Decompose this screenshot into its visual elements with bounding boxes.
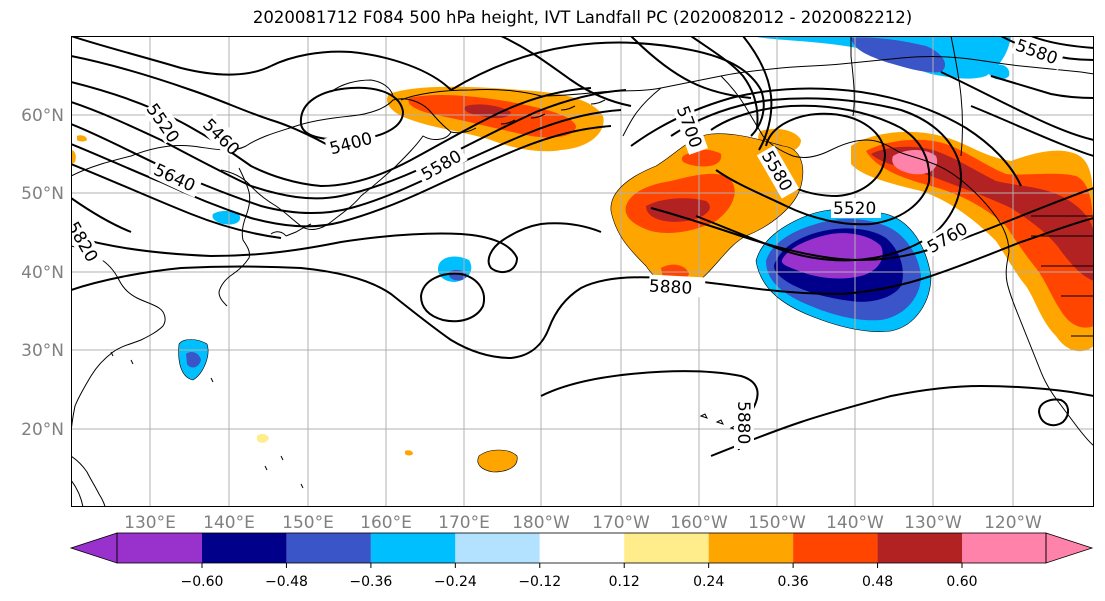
colorbar-tick-label: 0.36 (778, 574, 809, 590)
ivt-shading (71, 36, 1094, 472)
colorbar-segment (286, 533, 371, 563)
lon-label: 160°W (670, 513, 728, 532)
lon-label: 170°W (592, 513, 650, 532)
colorbar-segment (793, 533, 878, 563)
colorbar-tick-label: 0.60 (946, 574, 977, 590)
lat-label: 30°N (21, 341, 64, 361)
colorbar-segment (624, 533, 709, 563)
ivt-positive-region (646, 198, 710, 222)
colorbar-segment (202, 533, 287, 563)
colorbar-segment (117, 533, 202, 563)
colorbar-segment (877, 533, 962, 563)
colorbar-segment (370, 533, 456, 563)
colorbar-tick-label: −0.24 (434, 574, 477, 590)
chart-title: 2020081712 F084 500 hPa height, IVT Land… (252, 8, 913, 27)
colorbar-segments (117, 533, 1046, 563)
ivt-negative-region (989, 64, 1010, 80)
map-panel: 5520 5460 5400 5580 5640 5820 5880 5580 … (71, 36, 1094, 507)
colorbar-tick-label: −0.12 (518, 574, 561, 590)
ivt-positive-region (77, 135, 87, 142)
lat-label: 20°N (21, 420, 64, 440)
ivt-positive-region (866, 139, 1094, 328)
contour-label: 5520 (833, 199, 876, 219)
lon-label: 140°E (203, 513, 255, 532)
colorbar-segment (539, 533, 625, 563)
ivt-positive-region (405, 450, 413, 456)
colorbar-tick-label: −0.36 (349, 574, 392, 590)
lon-label: 150°W (748, 513, 806, 532)
colorbar-tick-label: −0.48 (265, 574, 308, 590)
lon-label: 180°W (512, 513, 570, 532)
lon-label: 130°E (124, 513, 176, 532)
colorbar-tick-label: 0.24 (693, 574, 724, 590)
colorbar: −0.60 −0.48 −0.36 −0.24 −0.12 0.12 0.24 0.36 0.4… (69, 532, 1094, 590)
colorbar-tick-label: 0.48 (862, 574, 893, 590)
colorbar-segment (962, 533, 1046, 563)
ivt-positive-region (477, 450, 518, 472)
contour-label: 5880 (648, 277, 692, 299)
colorbar-min-extend (69, 532, 118, 564)
ivt-negative-region (751, 36, 1011, 79)
ivt-positive-region (71, 150, 76, 164)
lon-label: 150°E (282, 513, 334, 532)
colorbar-segment (455, 533, 540, 563)
ivt-positive-region (758, 128, 801, 153)
colorbar-tick-label: 0.12 (609, 574, 640, 590)
lon-label: 140°W (826, 513, 884, 532)
ivt-negative-region (212, 211, 241, 225)
lat-label: 40°N (21, 263, 64, 283)
latitude-axis: 60°N 50°N 40°N 30°N 20°N (21, 106, 64, 440)
lon-label: 160°E (360, 513, 412, 532)
ivt-negative-region (781, 233, 883, 279)
longitude-axis: 130°E 140°E 150°E 160°E 170°E 180°W 170°… (124, 513, 1042, 532)
lon-label: 120°W (984, 513, 1042, 532)
contour-label: 5880 (733, 401, 753, 444)
colorbar-segment (708, 533, 794, 563)
lat-label: 50°N (21, 184, 64, 204)
lat-label: 60°N (21, 106, 64, 126)
lon-label: 130°W (904, 513, 962, 532)
colorbar-ticks: −0.60 −0.48 −0.36 −0.24 −0.12 0.12 0.24 0.36 0.4… (181, 563, 978, 590)
ivt-positive-region (257, 433, 269, 443)
lon-label: 170°E (438, 513, 490, 532)
ivt-negative-region (851, 37, 946, 73)
colorbar-tick-label: −0.60 (181, 574, 224, 590)
ivt-negative-region (449, 269, 467, 281)
coastlines (71, 36, 1094, 507)
colorbar-max-extend (1045, 532, 1094, 564)
ivt-negative-region (186, 352, 201, 368)
